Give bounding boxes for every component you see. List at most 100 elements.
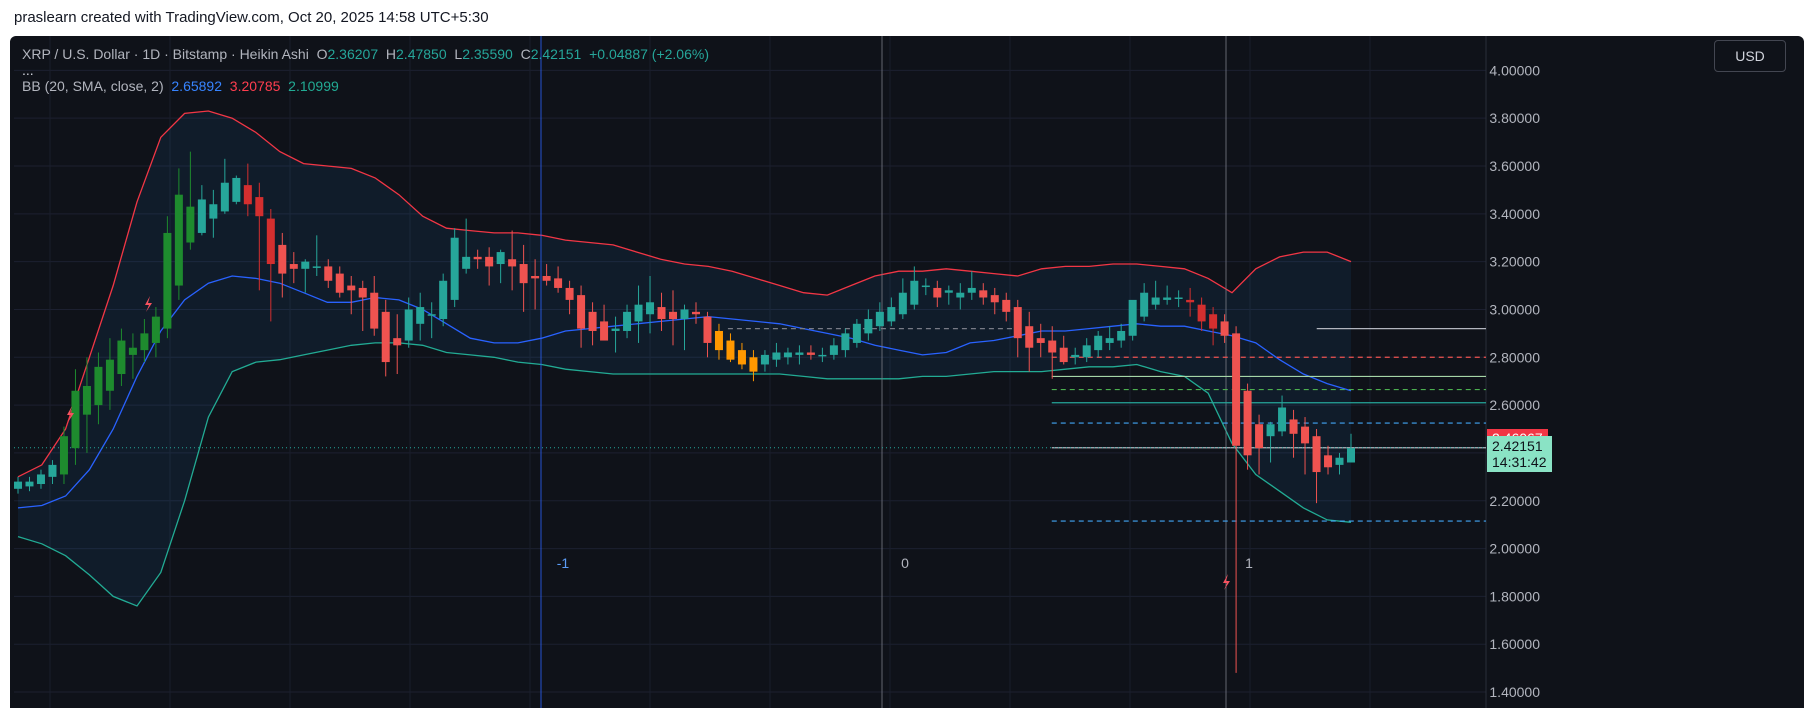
countdown-value: 14:31:42	[1492, 453, 1547, 470]
candle-body	[232, 177, 241, 202]
candle-body	[933, 287, 942, 298]
candle-body	[841, 333, 850, 351]
candle-body	[1059, 347, 1068, 363]
candle-body	[623, 311, 632, 331]
candle-body	[554, 278, 563, 288]
candle-body	[772, 352, 781, 360]
candle-body	[59, 436, 68, 475]
candle-body	[82, 385, 91, 415]
y-axis-tick-label: 1.40000	[1489, 684, 1540, 700]
candle-body	[381, 311, 390, 363]
last-price-tag: 2.42151 14:31:42	[1487, 435, 1552, 472]
low-label: L	[454, 46, 463, 62]
candle-body	[393, 338, 402, 346]
candle-body	[669, 311, 678, 320]
bb-lower-line	[17, 342, 1352, 607]
candle-body	[795, 352, 804, 355]
symbol-row: XRP / U.S. Dollar · 1D · Bitstamp · Heik…	[22, 44, 709, 64]
candle-body	[979, 290, 988, 298]
candle-body	[289, 264, 298, 269]
bb-upper-value: 3.20785	[229, 78, 281, 94]
candle-body	[209, 204, 218, 219]
candle-body	[1301, 426, 1310, 444]
candle-body	[324, 266, 333, 281]
y-axis-tick-label: 3.00000	[1489, 301, 1540, 317]
candle-body	[1048, 340, 1057, 353]
candle-body	[1289, 419, 1298, 434]
y-axis-tick-label: 2.20000	[1489, 493, 1540, 509]
candle-body	[806, 352, 815, 355]
candle-body	[473, 256, 482, 260]
open-value: 2.36207	[327, 46, 379, 62]
attribution-text: praslearn created with TradingView.com, …	[14, 9, 489, 26]
candle-body	[760, 354, 769, 365]
candle-body	[1186, 299, 1195, 303]
candle-body	[680, 309, 689, 320]
candle-body	[967, 287, 976, 293]
candle-body	[944, 290, 953, 293]
candle-body	[404, 309, 413, 341]
candle-body	[714, 330, 723, 351]
low-value: 2.35590	[462, 46, 513, 62]
candle-body	[36, 474, 45, 485]
session-marker-label: 0	[901, 555, 909, 571]
y-axis-tick-label: 3.80000	[1489, 110, 1540, 126]
candle-body	[588, 311, 597, 331]
candle-body	[266, 218, 275, 265]
candle-body	[646, 302, 655, 315]
price-chart[interactable]: -1 0 1 4.00000 3.80000 3.60000 3.40000 3.20000 3…	[10, 36, 1804, 708]
symbol-title[interactable]: XRP / U.S. Dollar · 1D · Bitstamp · Heik…	[22, 46, 309, 62]
candle-body	[921, 285, 930, 288]
candle-body	[898, 292, 907, 315]
candle-body	[140, 333, 149, 351]
candle-body	[1220, 321, 1229, 336]
candle-body	[875, 311, 884, 327]
candle-body	[48, 464, 57, 477]
candle-body	[565, 287, 574, 300]
candle-body	[749, 357, 758, 372]
candle-body	[818, 354, 827, 357]
candle-body	[496, 252, 505, 265]
candle-body	[508, 259, 517, 267]
candle-body	[427, 314, 436, 316]
candle-body	[1209, 314, 1218, 329]
candle-body	[358, 287, 367, 298]
y-axis-tick-label: 3.20000	[1489, 254, 1540, 270]
currency-button[interactable]: USD	[1714, 40, 1786, 72]
bb-row[interactable]: BB (20, SMA, close, 2) 2.65892 3.20785 2…	[22, 76, 709, 96]
candle-body	[163, 232, 172, 329]
candle-body	[611, 328, 620, 331]
y-axis-tick-label: 1.60000	[1489, 636, 1540, 652]
open-label: O	[316, 46, 328, 62]
more-button[interactable]: ...	[22, 62, 34, 78]
candle-body	[128, 347, 137, 355]
candle-body	[829, 345, 838, 355]
candle-body	[1094, 335, 1103, 351]
candle-body	[1151, 297, 1160, 305]
y-axis-tick-label: 3.60000	[1489, 158, 1540, 174]
candle-body	[1140, 292, 1149, 317]
candle-body	[657, 307, 666, 320]
candle-body	[186, 206, 195, 243]
candle-body	[1025, 326, 1034, 348]
y-axis-tick-label: 2.60000	[1489, 397, 1540, 413]
candle-body	[1312, 436, 1321, 473]
candle-body	[600, 321, 609, 341]
chart-pane[interactable]: -1 0 1 4.00000 3.80000 3.60000 3.40000 3.20000 3…	[10, 36, 1804, 708]
candle-body	[439, 280, 448, 320]
candle-body	[737, 350, 746, 365]
candle-body	[542, 275, 551, 281]
candle-body	[1347, 448, 1355, 463]
candle-body	[634, 304, 643, 322]
candle-body	[174, 194, 183, 286]
candle-body	[220, 182, 229, 212]
bb-basis-value: 2.65892	[171, 78, 222, 94]
candle-body	[117, 340, 126, 375]
close-label: C	[520, 46, 531, 62]
candle-body	[151, 316, 160, 343]
dividend-flash-icon	[145, 296, 152, 312]
candle-body	[105, 359, 114, 391]
candle-body	[1243, 390, 1252, 456]
session-marker-label: 1	[1245, 555, 1253, 571]
candle-body	[301, 261, 310, 269]
